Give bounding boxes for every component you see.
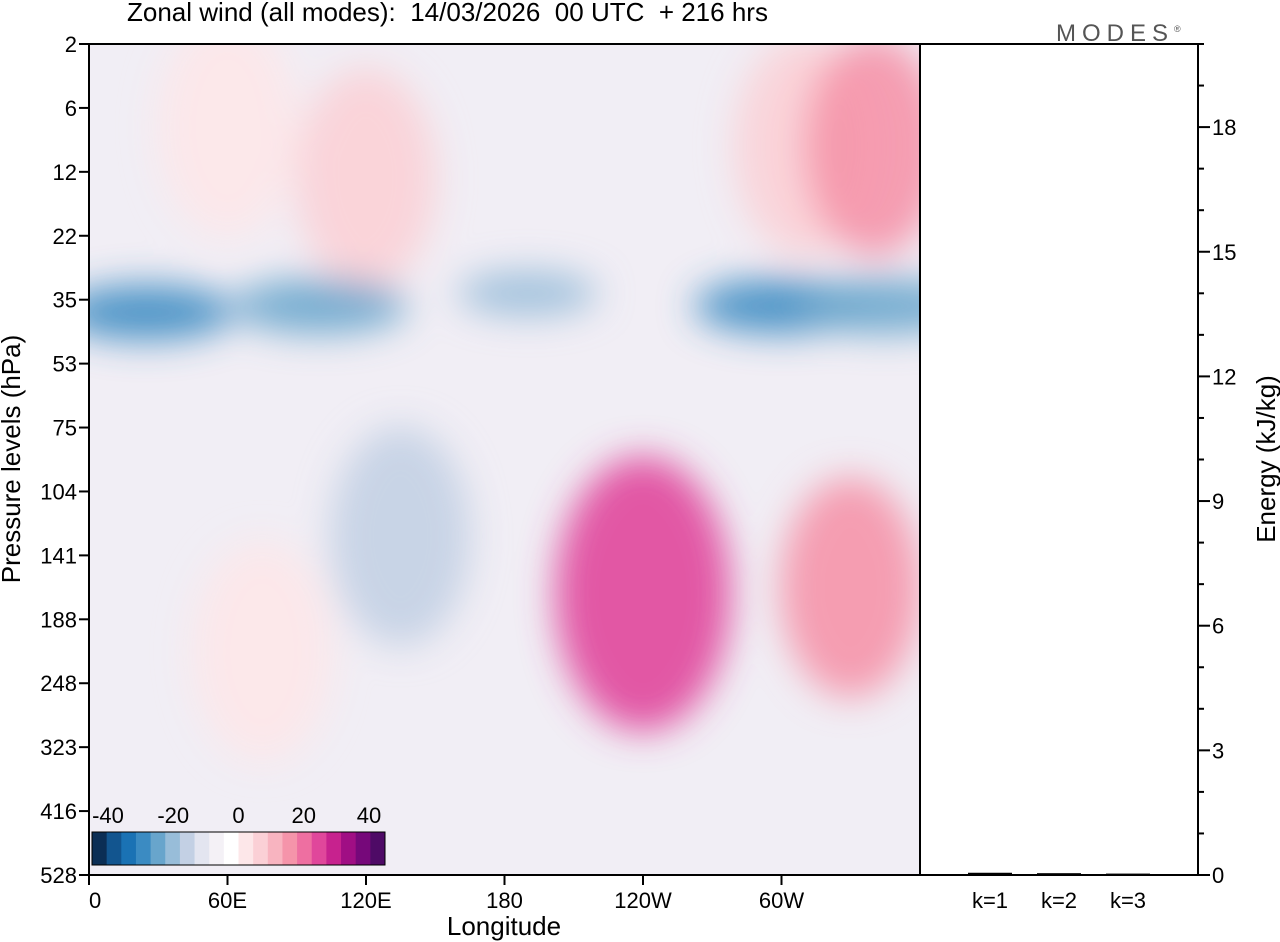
pressure-tick-label: 75 xyxy=(53,416,77,441)
energy-tick-label: 9 xyxy=(1212,489,1224,514)
colorbar-swatch xyxy=(194,832,210,865)
energy-axis-label: Energy (kJ/kg) xyxy=(1251,375,1280,543)
pressure-tick-label: 22 xyxy=(53,224,77,249)
wind-blob-0 xyxy=(296,68,436,289)
energy-category-label: k=2 xyxy=(1041,888,1077,913)
energy-tick-label: 18 xyxy=(1212,115,1236,140)
colorbar-swatch xyxy=(106,832,122,865)
longitude-axis: 0 60E 120E 180 120W 60W xyxy=(88,875,804,913)
longitude-tick-label: 0 xyxy=(89,888,101,913)
colorbar-swatch xyxy=(179,832,196,865)
energy-bar-k=2 xyxy=(1037,873,1081,875)
longitude-tick-label: 120W xyxy=(614,888,672,913)
colorbar-swatch xyxy=(326,832,342,865)
energy-axis: 0 3 6 9 12 15 18 xyxy=(1198,43,1236,888)
pressure-tick-label: 104 xyxy=(40,479,77,504)
wind-blob-1 xyxy=(157,44,298,238)
wind-blob-5 xyxy=(232,278,408,334)
zonal-wind-field xyxy=(89,44,920,875)
pressure-tick-label: 2 xyxy=(65,32,77,57)
colorbar-swatch xyxy=(209,832,225,865)
pressure-tick-label: 53 xyxy=(53,352,77,377)
colorbar-label: 20 xyxy=(292,803,316,828)
energy-category-label: k=1 xyxy=(972,888,1008,913)
pressure-tick-label: 35 xyxy=(53,288,77,313)
longitude-tick-label: 60W xyxy=(759,888,804,913)
modes-logo: MODES® xyxy=(1056,20,1181,48)
energy-bars: k=1 k=2 k=3 xyxy=(968,872,1150,913)
pressure-tick-label: 141 xyxy=(40,543,77,568)
colorbar-swatch xyxy=(92,832,108,865)
energy-panel-frame xyxy=(919,43,1199,876)
colorbar-label: 40 xyxy=(357,803,381,828)
brand-name: MODES xyxy=(1056,20,1175,47)
longitude-tick-label: 60E xyxy=(208,888,247,913)
colorbar-swatch xyxy=(341,832,357,865)
pressure-tick-label: 416 xyxy=(40,799,77,824)
longitude-tick-label: 120E xyxy=(340,888,391,913)
colorbar-swatch xyxy=(135,832,152,865)
colorbar-swatch xyxy=(282,832,298,865)
pressure-tick-label: 528 xyxy=(40,863,77,888)
field-blobs xyxy=(89,44,920,762)
energy-tick-label: 12 xyxy=(1212,364,1236,389)
energy-tick-label: 6 xyxy=(1212,614,1224,639)
pressure-axis: 2 6 12 22 35 53 75 104 141 188 248 323 416 528 xyxy=(40,32,89,888)
wind-blob-12 xyxy=(330,426,471,647)
x-axis-label: Longitude xyxy=(447,911,561,941)
wind-blob-11 xyxy=(192,541,333,762)
wind-blob-7 xyxy=(797,278,920,334)
colorbar-swatch xyxy=(121,832,137,865)
y-axis-label: Pressure levels (hPa) xyxy=(0,335,26,584)
wind-blob-10 xyxy=(780,477,920,698)
pressure-tick-label: 6 xyxy=(65,96,77,121)
colorbar-swatch xyxy=(297,832,313,865)
pressure-tick-label: 248 xyxy=(40,671,77,696)
energy-tick-label: 15 xyxy=(1212,240,1236,265)
colorbar-label: -20 xyxy=(157,803,189,828)
colorbar-swatch xyxy=(223,832,239,865)
energy-bar-k=3 xyxy=(1106,873,1150,876)
energy-tick-label: 3 xyxy=(1212,738,1224,763)
colorbar-swatch xyxy=(238,832,254,865)
chart-title: Zonal wind (all modes): 14/03/2026 00 UT… xyxy=(127,0,768,27)
wind-blob-8 xyxy=(457,271,598,316)
colorbar-swatch xyxy=(150,832,166,865)
colorbar-swatch xyxy=(165,832,181,865)
pressure-tick-label: 12 xyxy=(53,160,77,185)
colorbar-swatch xyxy=(355,832,371,865)
colorbar-label: -40 xyxy=(92,803,124,828)
pressure-tick-label: 188 xyxy=(40,607,77,632)
colorbar-swatch xyxy=(370,832,386,865)
wind-blob-9 xyxy=(555,456,731,732)
wind-blob-4 xyxy=(89,284,235,340)
colorbar-swatch xyxy=(267,832,283,865)
longitude-tick-label: 180 xyxy=(486,888,523,913)
colorbar-label: 0 xyxy=(232,803,244,828)
pressure-tick-label: 323 xyxy=(40,735,77,760)
wind-blob-3 xyxy=(803,44,920,257)
colorbar: -40 -20 0 20 40 xyxy=(91,803,386,866)
brand-registered-mark: ® xyxy=(1174,24,1181,34)
energy-tick-label: 0 xyxy=(1212,863,1224,888)
energy-category-label: k=3 xyxy=(1110,888,1146,913)
colorbar-swatch xyxy=(311,832,327,865)
colorbar-frame xyxy=(91,831,386,866)
energy-bar-k=1 xyxy=(968,872,1012,875)
colorbar-swatch xyxy=(253,832,269,865)
